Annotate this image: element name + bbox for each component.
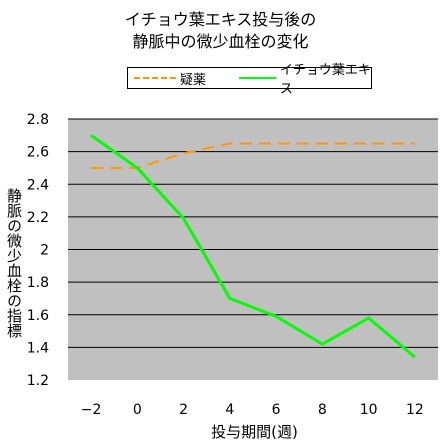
grid-lines [68, 118, 438, 348]
chart-title-line-2: 静脈中の微少血栓の変化 [132, 32, 309, 51]
y-tick-label: 2.6 [27, 145, 49, 161]
x-tick-label: 0 [133, 402, 142, 418]
y-tick-label: 2.4 [27, 177, 49, 193]
y-axis-label: 静脈の微少血栓の指標 [5, 188, 23, 338]
legend-item-placebo: 疑薬 [134, 68, 206, 88]
series-line-ginkgo [90, 134, 416, 359]
legend-label-placebo: 疑薬 [180, 72, 207, 88]
y-tick-label: 2.8 [27, 112, 49, 128]
x-tick-label: 12 [406, 402, 424, 418]
x-tick-label: 6 [272, 402, 281, 418]
series-lines [90, 134, 416, 359]
y-tick-label: 1.6 [27, 308, 49, 324]
legend-label-ginkgo: イチョウ葉エキス [279, 63, 371, 97]
series-line-placebo [91, 142, 415, 169]
x-tick-label: −2 [81, 402, 102, 418]
x-tick-labels: −2 0 2 4 6 8 10 12 [81, 402, 424, 418]
x-tick-label: 4 [225, 402, 234, 418]
x-axis-label: 投与期間(週) [211, 423, 298, 441]
chart-legend: 疑薬 イチョウ葉エキス [127, 63, 372, 97]
y-tick-label: 2.2 [27, 210, 49, 226]
legend-swatch-placebo [134, 77, 176, 79]
x-tick-label: 2 [179, 402, 188, 418]
y-tick-label: 1.8 [27, 275, 49, 291]
x-tick-label: 8 [318, 402, 327, 418]
y-tick-labels: 1.2 1.4 1.6 1.8 2 2.2 2.4 2.6 2.8 [27, 112, 49, 389]
chart-title-line-1: イチョウ葉エキス投与後の [124, 10, 317, 29]
x-tick-label: 10 [360, 402, 378, 418]
y-tick-label: 2 [40, 243, 49, 259]
legend-swatch-ginkgo [239, 77, 276, 79]
y-tick-label: 1.4 [27, 340, 49, 356]
legend-item-ginkgo: イチョウ葉エキス [239, 63, 371, 97]
y-tick-label: 1.2 [27, 373, 49, 389]
